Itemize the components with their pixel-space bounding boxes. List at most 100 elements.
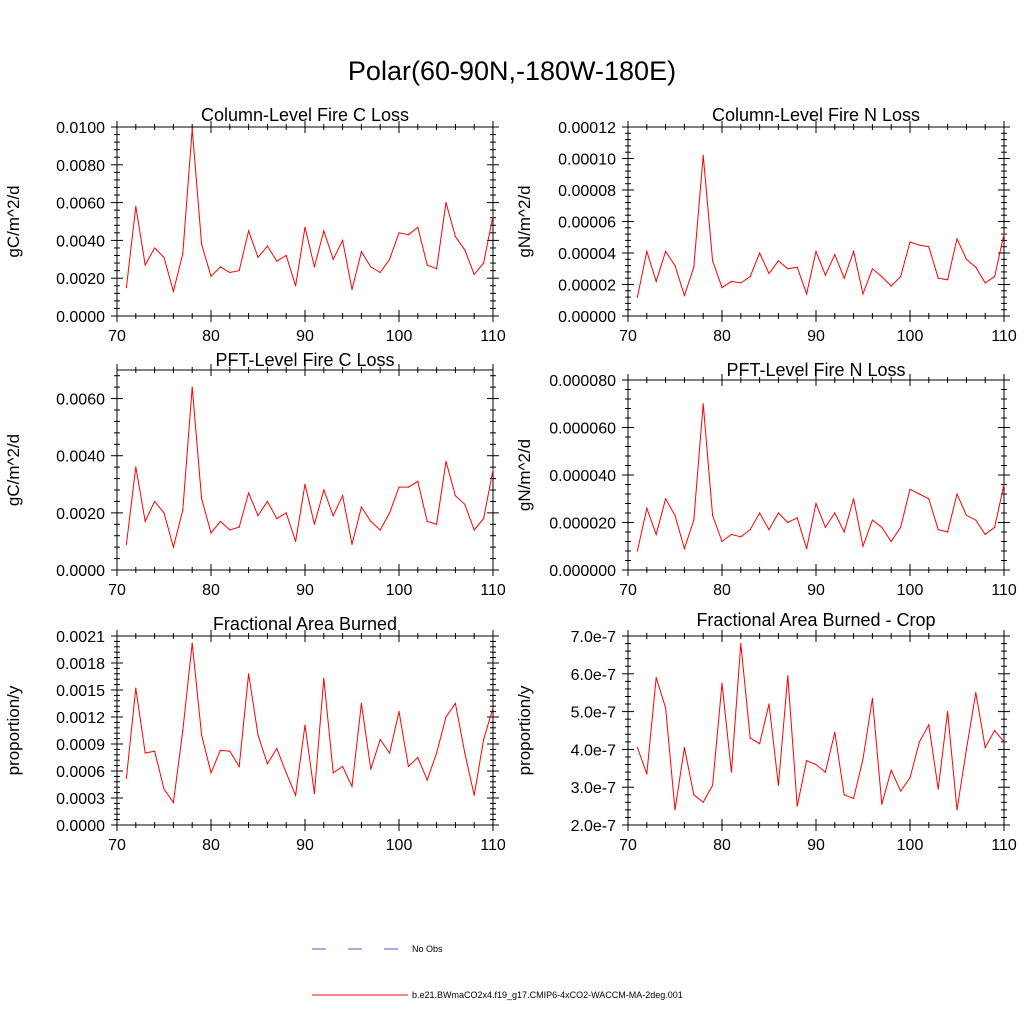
data-point	[445, 202, 447, 204]
data-point	[843, 531, 845, 533]
data-point	[417, 480, 419, 482]
data-point	[144, 264, 146, 266]
data-point	[909, 777, 911, 779]
data-point	[398, 711, 400, 713]
data-point	[787, 521, 789, 524]
x-tick-label: 110	[991, 582, 1017, 599]
data-point	[210, 275, 212, 277]
data-point	[407, 765, 409, 768]
data-point	[182, 729, 184, 732]
x-tick-label: 80	[202, 582, 220, 599]
data-point	[947, 711, 949, 713]
panel-title: PFT-Level Fire N Loss	[726, 360, 905, 380]
data-point	[210, 772, 212, 774]
y-tick-label: 4.0e-7	[571, 742, 616, 759]
y-tick-label: 0.0009	[56, 737, 105, 754]
data-point	[304, 724, 306, 726]
data-point	[407, 234, 409, 236]
data-point	[144, 752, 146, 754]
data-point	[266, 763, 268, 765]
data-point	[257, 256, 259, 258]
y-tick-label: 0.000060	[549, 421, 616, 438]
data-point	[721, 682, 723, 684]
data-point	[674, 265, 676, 267]
data-point	[665, 250, 667, 252]
x-tick-label: 110	[480, 582, 506, 599]
data-point	[843, 794, 845, 796]
data-point	[492, 707, 494, 709]
data-point	[436, 268, 438, 270]
data-point	[806, 548, 808, 550]
data-point	[928, 724, 930, 726]
data-point	[323, 230, 325, 232]
data-point	[483, 738, 485, 741]
data-point	[417, 756, 419, 759]
data-point	[881, 526, 883, 528]
data-point	[636, 296, 639, 298]
data-point	[646, 507, 648, 509]
data-point	[398, 232, 400, 234]
data-point	[655, 280, 657, 282]
data-point	[768, 529, 770, 531]
data-point	[285, 512, 287, 514]
series-line	[125, 643, 494, 804]
data-point	[777, 260, 780, 262]
x-tick-label: 70	[619, 582, 637, 599]
y-tick-label: 0.0021	[56, 629, 105, 646]
series-line	[125, 128, 494, 294]
data-point	[201, 243, 203, 245]
data-point	[125, 777, 127, 779]
data-point	[994, 729, 996, 732]
data-point	[182, 253, 184, 255]
series-line	[636, 155, 1005, 298]
data-point	[332, 258, 334, 260]
data-point	[749, 529, 751, 531]
data-point	[191, 642, 193, 644]
x-tick-label: 110	[480, 328, 506, 345]
data-point	[172, 546, 174, 548]
y-tick-label: 5.0e-7	[571, 705, 616, 722]
data-point	[1003, 233, 1005, 235]
data-point	[379, 738, 381, 741]
data-point	[201, 498, 203, 500]
data-point	[984, 282, 986, 284]
data-point	[890, 285, 892, 287]
figure-title: Polar(60-90N,-180W-180E)	[348, 56, 676, 86]
data-point	[928, 498, 930, 500]
data-point	[360, 251, 362, 253]
data-point	[900, 526, 902, 528]
data-point	[768, 272, 770, 275]
data-point	[398, 486, 400, 488]
data-point	[665, 707, 667, 709]
data-point	[815, 250, 817, 252]
data-point	[665, 498, 667, 500]
data-point	[191, 128, 193, 130]
data-point	[815, 763, 817, 766]
chart-panel-1: Column-Level Fire C Loss 70 80 90 100 110 0.00…	[4, 105, 506, 345]
y-tick-label: 0.0003	[56, 791, 105, 808]
data-point	[360, 702, 362, 705]
data-point	[937, 529, 939, 531]
data-point	[918, 244, 921, 246]
y-tick-label: 3.0e-7	[571, 780, 616, 797]
data-point	[655, 533, 657, 536]
y-tick-label: 0.0100	[56, 120, 105, 137]
x-tick-label: 100	[897, 582, 924, 599]
x-tick-label: 90	[296, 582, 314, 599]
data-point	[702, 801, 704, 803]
data-point	[426, 779, 428, 781]
data-point	[379, 529, 381, 531]
y-axis-label: proportion/y	[4, 685, 23, 775]
data-point	[636, 746, 639, 749]
data-point	[702, 403, 704, 405]
data-point	[248, 230, 250, 232]
data-point	[834, 254, 836, 256]
chart-panel-5: Fractional Area Burned 70 80 90 100 110 0.0000…	[4, 614, 506, 854]
y-tick-label: 0.000040	[549, 468, 616, 485]
data-point	[702, 154, 704, 156]
data-point	[229, 750, 231, 752]
data-point	[937, 277, 939, 279]
legend: No Obs b.e21.BWmaCO2x4.f19_g17.CMIP6-4xC…	[312, 944, 683, 1000]
y-axis-label: gN/m^2/d	[515, 185, 534, 257]
data-point	[900, 790, 902, 792]
